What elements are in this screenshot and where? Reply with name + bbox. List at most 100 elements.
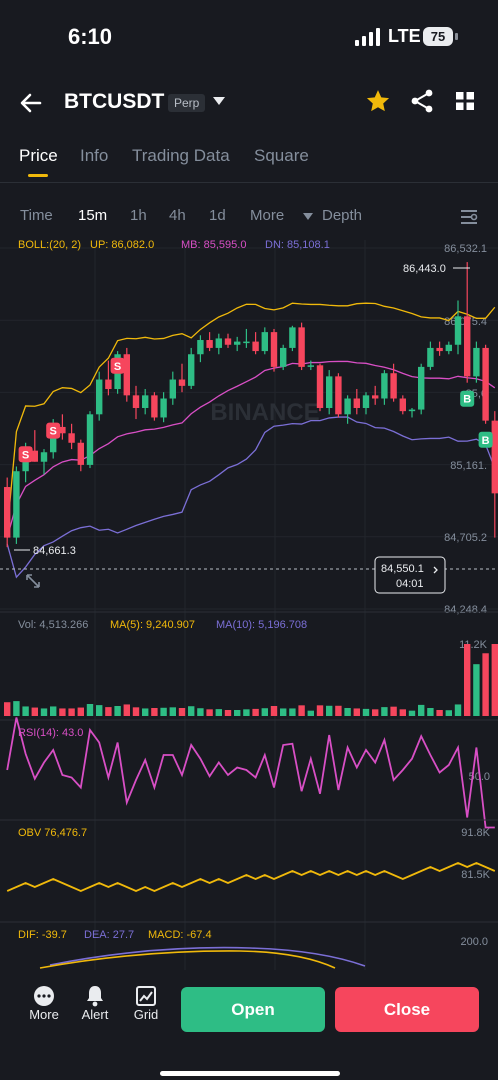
star-icon[interactable] [365, 88, 391, 114]
rsi-label: RSI(14): 43.0 [18, 727, 83, 739]
candle-body [464, 316, 471, 377]
candle-body [178, 379, 186, 386]
timeframe-1d[interactable]: 1d [209, 207, 226, 224]
open-button[interactable]: Open [181, 987, 325, 1032]
volume-bar [114, 706, 121, 716]
candle-body [86, 414, 94, 465]
timeframe-15m[interactable]: 15m [78, 207, 108, 224]
price-axis-label: 84,248.4 [444, 604, 487, 616]
low-price-label: 84,661.3 [33, 545, 76, 557]
candle-body [169, 379, 176, 399]
timeframe-more[interactable]: More [250, 207, 285, 224]
candle-body [234, 341, 241, 345]
volume-bar [335, 705, 342, 716]
volume-bar [381, 707, 388, 716]
candle-body [436, 347, 443, 352]
candle-body [482, 347, 489, 421]
volume-bar [362, 708, 370, 716]
volume-bars [4, 644, 498, 716]
candle-body [445, 344, 452, 352]
volume-bar [4, 702, 11, 716]
last-price-box[interactable]: 84,550.1 04:01 [374, 556, 446, 594]
perp-badge: Perp [168, 94, 206, 112]
trade-marker-label: S [114, 361, 121, 373]
candle-body [4, 487, 11, 538]
vol-label: Vol: 4,513.266 [18, 619, 88, 631]
candle-body [206, 340, 213, 348]
volume-bar [270, 706, 278, 716]
price-axis-label: 85,161. [450, 460, 487, 472]
volume-bar [280, 708, 287, 716]
candle-body [335, 376, 342, 415]
volume-bar [252, 708, 259, 716]
candle-body [77, 442, 84, 465]
timeframe-1h[interactable]: 1h [130, 207, 147, 224]
grid-bot-icon[interactable] [134, 985, 158, 1007]
candle-body [289, 327, 296, 348]
price-chart[interactable]: BINANCE BOLL:(20, 2) UP: 86,082.0 MB: 85… [0, 235, 498, 975]
boll-upper-line [6, 302, 496, 532]
main-tabs: Price Info Trading Data Square [0, 142, 498, 183]
volume-bar [399, 709, 406, 716]
volume-bar [418, 704, 425, 716]
network-label: LTE [388, 26, 421, 46]
timeframe-bar: Time 15m 1h 4h 1d More Depth [0, 203, 498, 229]
close-button[interactable]: Close [335, 987, 479, 1032]
macd-dea: DEA: 27.7 [84, 929, 134, 941]
symbol-title[interactable]: BTCUSDT [64, 90, 165, 113]
volume-bar [188, 706, 195, 716]
tab-trading-data[interactable]: Trading Data [132, 146, 230, 165]
tab-info[interactable]: Info [80, 146, 109, 165]
timeframe-4h[interactable]: 4h [169, 207, 186, 224]
volume-bar [372, 709, 379, 716]
volume-bar [464, 644, 471, 716]
status-bar: 6:10 LTE 75 [0, 0, 498, 70]
more-label[interactable]: More [29, 1007, 59, 1022]
volume-bar [491, 644, 498, 716]
trade-marker [478, 431, 493, 448]
candle-body [418, 366, 425, 410]
candle-body [13, 471, 20, 538]
timeframe-time[interactable]: Time [20, 207, 53, 224]
volume-bar [22, 706, 29, 716]
volume-bar [215, 709, 222, 716]
volume-bar [142, 708, 149, 716]
dea-line [49, 946, 366, 967]
volume-bar [234, 710, 241, 716]
candle-body [298, 327, 305, 367]
expand-icon[interactable] [26, 574, 40, 588]
chart-settings-icon[interactable] [460, 209, 478, 225]
candle-body [59, 426, 66, 434]
candle-body [160, 398, 167, 418]
grid-menu-icon[interactable] [456, 92, 474, 110]
candle-body [105, 379, 112, 390]
vol-axis-label: 11.2K [459, 639, 488, 651]
candle-body [40, 452, 48, 462]
trade-marker [46, 422, 61, 439]
volume-bar [160, 707, 167, 716]
back-arrow-icon[interactable] [18, 90, 44, 116]
boll-label: BOLL:(20, 2) [18, 239, 81, 251]
tab-price[interactable]: Price [19, 146, 58, 165]
candle-body [326, 376, 333, 408]
volume-bar [224, 710, 232, 716]
share-icon[interactable] [410, 88, 434, 114]
alert-label[interactable]: Alert [81, 1007, 109, 1022]
more-dots-icon[interactable] [32, 985, 56, 1007]
candle-body [381, 373, 388, 399]
bell-icon[interactable] [83, 985, 107, 1007]
tab-square[interactable]: Square [254, 146, 309, 165]
grid-label[interactable]: Grid [133, 1007, 159, 1022]
candle-body [188, 354, 195, 386]
boll-up: UP: 86,082.0 [90, 239, 154, 251]
volume-bar [307, 710, 314, 716]
candle-body [197, 340, 204, 355]
timeframe-depth[interactable]: Depth [322, 207, 363, 224]
candle-body [224, 338, 232, 345]
candle-body [372, 395, 379, 399]
trade-marker-label: B [463, 394, 471, 406]
chevron-down-icon[interactable] [303, 213, 313, 220]
chevron-down-icon[interactable] [213, 97, 225, 105]
volume-bar [169, 707, 176, 716]
vol-ma10: MA(10): 5,196.708 [216, 619, 307, 631]
